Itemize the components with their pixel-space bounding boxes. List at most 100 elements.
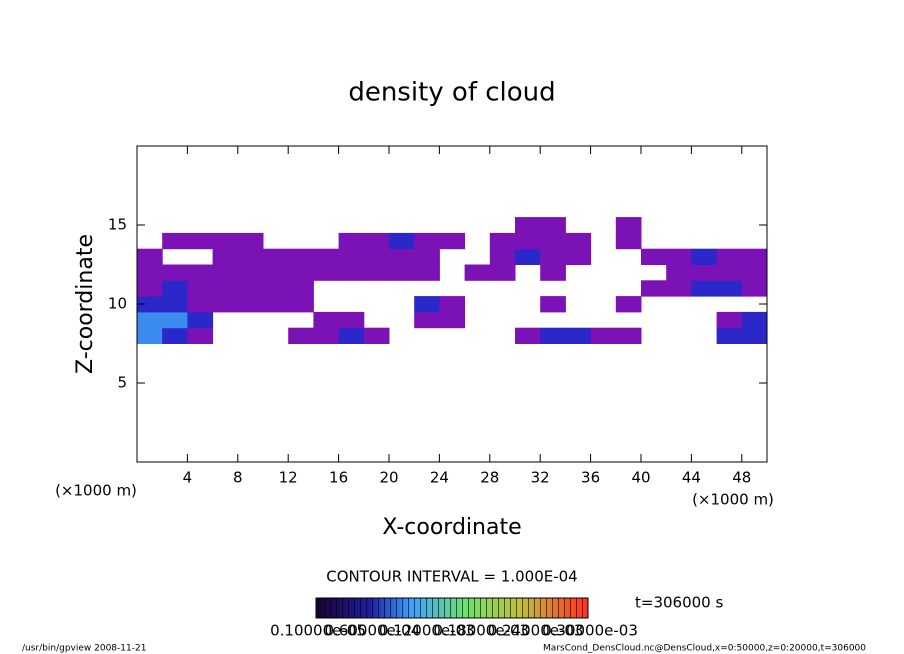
- cell: [263, 280, 289, 297]
- cell: [489, 264, 516, 281]
- cell: [615, 217, 642, 234]
- cell: [212, 248, 239, 265]
- cell: [137, 248, 163, 265]
- cell: [464, 264, 491, 281]
- cell: [716, 327, 743, 344]
- cell: [162, 296, 188, 313]
- cell: [137, 311, 163, 329]
- cell: [741, 280, 768, 297]
- cell: [439, 311, 466, 329]
- x-unit-label: (×1000 m): [692, 491, 774, 509]
- cell: [691, 248, 718, 265]
- colorbar-label: 0.24000e-03: [488, 622, 584, 640]
- chart-title: density of cloud: [348, 78, 555, 108]
- colorbar-lines: [316, 598, 588, 618]
- cell: [439, 296, 466, 313]
- cell: [414, 311, 440, 329]
- cell: [338, 232, 365, 250]
- x-tick-label: 44: [682, 469, 701, 487]
- cell: [263, 296, 289, 313]
- cell: [313, 311, 340, 329]
- x-tick-label: 20: [379, 469, 398, 487]
- x-tick-label: 24: [430, 469, 449, 487]
- cell: [540, 217, 566, 234]
- footer-left: /usr/bin/gpview 2008-11-21: [22, 644, 146, 654]
- x-tick-label: 48: [732, 469, 751, 487]
- colorbar-label: 0.30000e-03: [542, 622, 638, 640]
- cell: [288, 327, 314, 344]
- cell: [237, 232, 264, 250]
- cell: [691, 264, 718, 281]
- cell: [288, 264, 314, 281]
- cell: [137, 264, 163, 281]
- cell: [716, 264, 743, 281]
- cell: [540, 232, 566, 250]
- y-axis-label: Z-coordinate: [73, 234, 98, 374]
- cell: [741, 311, 768, 329]
- cell: [716, 311, 743, 329]
- x-tick-label: 12: [279, 469, 298, 487]
- cell: [515, 248, 541, 265]
- cell: [263, 264, 289, 281]
- x-tick-label: 32: [531, 469, 550, 487]
- cell: [489, 248, 516, 265]
- cell: [615, 296, 642, 313]
- colorbar-label: 0.60000e-04: [325, 622, 421, 640]
- cell: [515, 217, 541, 234]
- cell: [187, 311, 214, 329]
- colorbar-label: 0.10000e-05: [270, 622, 366, 640]
- cell: [162, 264, 188, 281]
- cell: [389, 264, 415, 281]
- cell: [741, 264, 768, 281]
- cell: [187, 280, 214, 297]
- cell: [237, 264, 264, 281]
- cell: [565, 248, 592, 265]
- cell: [565, 327, 592, 344]
- cell: [741, 248, 768, 265]
- cell: [313, 248, 340, 265]
- cell: [237, 248, 264, 265]
- cell: [363, 264, 390, 281]
- y-tick-label: 5: [117, 374, 127, 392]
- cell: [363, 232, 390, 250]
- cell: [515, 327, 541, 344]
- cell: [414, 232, 440, 250]
- cell: [237, 296, 264, 313]
- cell: [363, 248, 390, 265]
- x-tick-label: 40: [631, 469, 650, 487]
- cell: [691, 280, 718, 297]
- cell: [313, 327, 340, 344]
- colorbar-label: 0.12000e-03: [379, 622, 475, 640]
- cell: [288, 296, 314, 313]
- cell: [338, 264, 365, 281]
- cell: [212, 264, 239, 281]
- cell: [187, 232, 214, 250]
- cell: [565, 232, 592, 250]
- cell: [263, 248, 289, 265]
- x-tick-label: 4: [183, 469, 193, 487]
- cell: [590, 327, 617, 344]
- cell: [666, 264, 692, 281]
- x-axis-label: X-coordinate: [382, 515, 521, 540]
- cell: [615, 232, 642, 250]
- cell: [439, 232, 466, 250]
- x-tick-label: 16: [329, 469, 348, 487]
- cell: [615, 327, 642, 344]
- y-tick-label: 10: [108, 295, 127, 313]
- cell: [414, 248, 440, 265]
- cell: [187, 327, 214, 344]
- cell: [162, 232, 188, 250]
- cell: [288, 248, 314, 265]
- cell: [212, 280, 239, 297]
- cell: [540, 296, 566, 313]
- cell: [212, 296, 239, 313]
- cell: [338, 327, 365, 344]
- x-tick-label: 28: [480, 469, 499, 487]
- cell: [540, 248, 566, 265]
- cell: [489, 232, 516, 250]
- cell: [137, 296, 163, 313]
- y-tick-label: 15: [108, 216, 127, 234]
- cell: [389, 248, 415, 265]
- cell: [716, 248, 743, 265]
